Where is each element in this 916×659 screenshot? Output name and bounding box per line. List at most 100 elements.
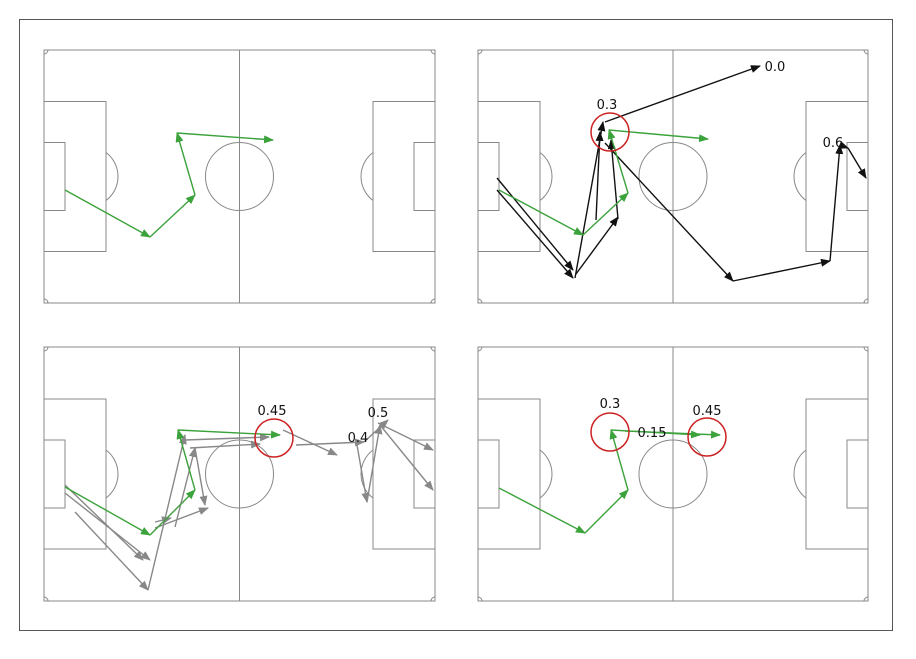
center-circle — [638, 142, 708, 211]
black-pass-arrow — [595, 131, 604, 221]
grey-pass-arrow — [379, 424, 434, 491]
black-pass-arrow — [847, 147, 867, 179]
value-label: 0.45 — [693, 404, 722, 419]
green-pass-arrow — [498, 487, 586, 534]
value-label: 0.45 — [258, 404, 287, 419]
grey-pass-arrow — [194, 447, 208, 506]
right-penalty-arc — [793, 152, 807, 201]
green-pass-arrow — [176, 132, 274, 144]
left-penalty-area — [477, 398, 541, 550]
black-pass-arrow — [575, 216, 619, 275]
corner-arc — [477, 298, 483, 304]
left-penalty-arc — [105, 152, 119, 201]
black-pass-arrow — [732, 258, 831, 282]
black-pass-arrow — [574, 121, 606, 279]
left-goal-area — [43, 142, 66, 211]
value-label: 0.4 — [348, 431, 369, 446]
corner-arc — [43, 298, 49, 304]
value-label: 0.3 — [600, 397, 621, 412]
corner-arc — [43, 346, 49, 352]
black-pass-arrow — [604, 65, 761, 123]
green-pass-arrow — [498, 189, 584, 236]
green-pass-arrow — [584, 489, 629, 534]
highlight-circle — [590, 412, 630, 452]
right-penalty-area — [372, 101, 436, 252]
corner-arc — [477, 346, 483, 352]
value-label: 0.15 — [638, 426, 667, 441]
green-pass-arrow — [582, 192, 629, 236]
right-goal-area — [413, 439, 436, 509]
grey-pass-arrow — [174, 447, 197, 528]
green-pass-arrow — [149, 489, 196, 536]
value-label: 0.5 — [368, 406, 389, 421]
green-pass-arrow — [64, 189, 151, 238]
panel-4-annotations: 0.3 0.15 0.45 — [498, 397, 727, 534]
value-label: 0.0 — [765, 60, 786, 75]
right-goal-area — [413, 142, 436, 211]
grey-pass-arrow — [184, 433, 270, 442]
green-pass-arrow — [607, 129, 629, 194]
corner-arc — [863, 298, 869, 304]
corner-arc — [863, 596, 869, 602]
grey-pass-arrow — [64, 484, 144, 561]
grey-pass-arrow — [74, 511, 149, 591]
left-penalty-area — [43, 101, 107, 252]
value-label: 0.6 — [823, 136, 844, 151]
grey-pass-arrow — [154, 507, 209, 529]
left-goal-area — [477, 142, 500, 211]
right-penalty-area — [805, 398, 869, 550]
center-circle — [638, 439, 708, 509]
black-pass-arrow — [496, 189, 574, 279]
corner-arc — [430, 596, 436, 602]
panel-3-annotations: 0.45 0.5 0.4 — [64, 404, 434, 591]
center-circle — [205, 142, 274, 211]
center-circle — [205, 439, 274, 509]
right-penalty-arc — [360, 152, 374, 201]
pitch-2 — [477, 49, 869, 304]
corner-arc — [863, 346, 869, 352]
green-pass-arrow — [175, 132, 196, 196]
left-penalty-arc — [539, 449, 553, 499]
corner-arc — [430, 346, 436, 352]
right-goal-area — [846, 142, 869, 211]
black-pass-arrow — [838, 141, 849, 149]
grey-pass-arrow — [356, 444, 370, 503]
black-pass-arrow — [607, 139, 619, 220]
corner-arc — [430, 49, 436, 55]
highlight-circle — [254, 418, 294, 458]
grey-pass-arrow — [295, 438, 365, 447]
panel-1-annotations — [64, 132, 274, 238]
left-goal-area — [43, 439, 66, 509]
corner-arc — [863, 49, 869, 55]
left-penalty-area — [43, 398, 107, 550]
panel-2-annotations: 0.3 0.0 0.6 — [496, 60, 867, 282]
black-pass-arrow — [604, 142, 734, 282]
green-pass-arrow — [609, 429, 629, 491]
grey-pass-arrow — [377, 422, 434, 451]
corner-arc — [477, 596, 483, 602]
right-goal-area — [846, 439, 869, 509]
grey-pass-arrow — [147, 434, 187, 591]
left-penalty-arc — [105, 449, 119, 499]
highlight-circle — [687, 417, 727, 457]
right-penalty-arc — [793, 449, 807, 499]
green-pass-arrow — [64, 486, 151, 536]
corner-arc — [43, 49, 49, 55]
grey-pass-arrow — [189, 440, 261, 449]
corner-arc — [430, 298, 436, 304]
pitch-3 — [43, 346, 436, 602]
grey-pass-arrow — [64, 492, 151, 561]
right-penalty-area — [372, 398, 436, 550]
highlight-circle — [590, 112, 630, 152]
black-pass-arrow — [829, 144, 844, 262]
grey-pass-arrow — [154, 516, 172, 525]
grey-pass-arrow — [282, 429, 338, 456]
green-pass-arrow — [177, 429, 281, 439]
grey-pass-arrow — [366, 424, 383, 503]
figure-frame — [19, 19, 893, 631]
corner-arc — [477, 49, 483, 55]
green-pass-arrow — [624, 430, 721, 439]
annotation-layer: 0.3 0.0 0.6 0.45 0.5 0.4 0.3 0.15 0.45 — [64, 60, 867, 591]
pitch-1 — [43, 49, 436, 304]
